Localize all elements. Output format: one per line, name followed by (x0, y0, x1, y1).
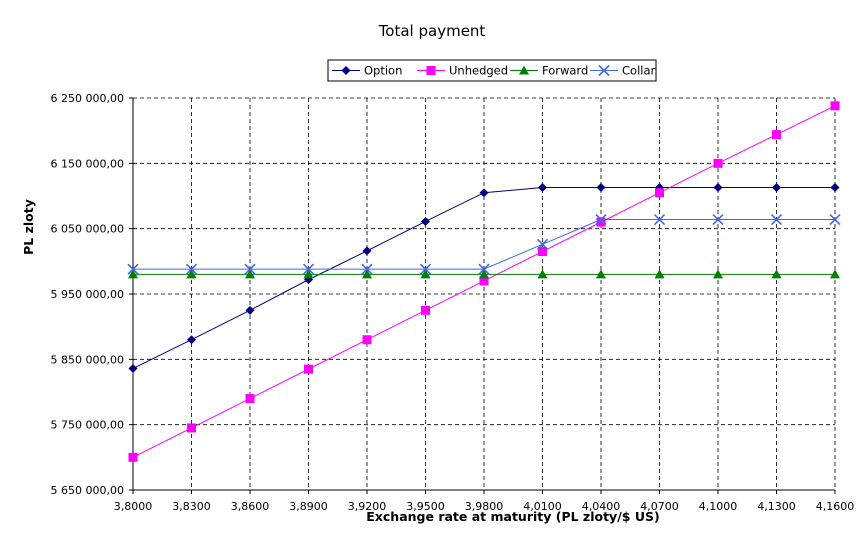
y-axis-label: PL zloty (21, 199, 36, 255)
data-point-forward (128, 269, 138, 279)
data-point-forward (596, 269, 606, 279)
series-layer (127, 101, 841, 462)
x-tick-label: 3,8300 (172, 500, 211, 513)
legend-label-option: Option (364, 64, 402, 78)
legend-box (327, 59, 657, 82)
data-point-collar (595, 213, 607, 226)
legend-marker-unhedged (426, 66, 436, 75)
legend-entry-option: Option (332, 64, 402, 78)
y-axis-ticks: 5 650 000,00 5 750 000,00 5 850 000,00 5 95… (51, 92, 133, 497)
data-point-forward (830, 269, 840, 279)
legend-marker-forward (519, 65, 529, 75)
y-tick-label: 6 050 000,00 (51, 223, 124, 236)
data-point-option (713, 183, 723, 193)
data-point-unhedged (772, 130, 781, 140)
x-tick-label: 4,1000 (699, 500, 738, 513)
legend-entry-forward: Forward (510, 64, 588, 78)
data-point-option (421, 216, 430, 226)
data-point-unhedged (304, 364, 313, 374)
data-point-collar (653, 213, 666, 226)
data-point-option (245, 305, 255, 315)
data-point-forward (303, 269, 314, 279)
data-point-forward (537, 269, 548, 279)
data-point-option (362, 246, 372, 256)
data-point-option (128, 363, 138, 373)
x-tick-label: 3,9800 (465, 500, 504, 513)
x-tick-label: 3,8900 (289, 500, 328, 513)
x-tick-label: 3,8000 (114, 500, 153, 513)
data-point-unhedged (830, 101, 840, 111)
data-point-option (538, 183, 547, 193)
data-point-unhedged (245, 394, 255, 404)
x-tick-label: 4,0100 (523, 500, 562, 513)
data-point-forward (245, 269, 255, 279)
data-point-forward (186, 269, 197, 279)
data-point-unhedged (596, 217, 606, 227)
x-axis-ticks: 3,8000 3,8300 3,8600 3,8900 3,9200 3,9500 3,98… (114, 490, 855, 513)
data-point-unhedged (655, 188, 664, 198)
data-point-forward (362, 269, 372, 279)
data-point-unhedged (187, 423, 196, 433)
data-point-forward (654, 269, 665, 279)
y-tick-label: 6 250 000,00 (51, 92, 124, 105)
x-tick-label: 4,1600 (816, 500, 855, 513)
data-point-unhedged (362, 335, 372, 345)
data-point-collar (244, 263, 256, 275)
data-point-unhedged (421, 305, 430, 315)
x-tick-label: 3,9200 (348, 500, 387, 513)
legend-label-unhedged: Unhedged (449, 64, 508, 78)
series-collar (127, 213, 841, 275)
data-point-collar (302, 263, 315, 275)
data-point-collar (712, 213, 724, 226)
y-tick-label: 5 850 000,00 (51, 353, 124, 366)
legend-entry-collar: Collar (590, 64, 656, 78)
x-tick-label: 4,0700 (640, 500, 679, 513)
series-option (128, 183, 840, 373)
legend-label-collar: Collar (622, 64, 656, 78)
y-tick-label: 6 150 000,00 (51, 157, 124, 170)
x-tick-label: 3,8600 (231, 500, 270, 513)
data-point-forward (771, 269, 782, 279)
data-point-collar (185, 263, 198, 275)
y-tick-label: 5 750 000,00 (51, 419, 124, 432)
series-forward (128, 269, 840, 279)
legend-marker-option (341, 66, 351, 75)
legend-marker-collar (598, 64, 610, 77)
data-point-option (187, 335, 196, 345)
x-tick-label: 3,9500 (406, 500, 445, 513)
x-tick-label: 4,0400 (582, 500, 621, 513)
data-point-option (596, 183, 606, 193)
data-point-collar (478, 263, 490, 275)
data-point-option (772, 183, 781, 193)
data-point-collar (361, 263, 373, 275)
data-point-collar (127, 263, 139, 275)
data-point-collar (536, 238, 549, 250)
grid-lines (133, 97, 836, 490)
data-point-unhedged (538, 247, 547, 257)
y-tick-label: 5 950 000,00 (51, 288, 124, 301)
data-point-unhedged (128, 452, 138, 462)
data-point-collar (770, 213, 783, 226)
y-tick-label: 5 650 000,00 (51, 484, 124, 497)
x-axis-label: Exchange rate at maturity (PL zloty/$ US… (366, 509, 659, 524)
data-point-unhedged (713, 158, 723, 168)
chart-title: Total payment (378, 22, 486, 40)
data-point-collar (829, 213, 841, 226)
legend-entry-unhedged: Unhedged (417, 64, 508, 78)
series-unhedged (128, 101, 840, 462)
data-point-forward (479, 269, 489, 279)
data-point-forward (713, 269, 723, 279)
data-point-collar (419, 263, 432, 275)
legend-label-forward: Forward (542, 64, 588, 78)
data-point-option (479, 188, 489, 198)
x-tick-label: 4,1300 (757, 500, 796, 513)
legend: Option Unhedged Forward Collar (327, 59, 657, 82)
data-point-option (830, 183, 840, 193)
data-point-forward (420, 269, 431, 279)
data-point-unhedged (479, 276, 489, 286)
